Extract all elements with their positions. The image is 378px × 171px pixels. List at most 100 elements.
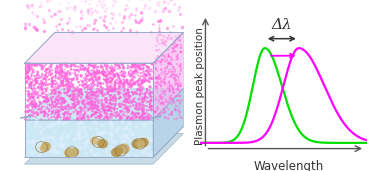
Point [127, 95, 133, 98]
Point [127, 98, 133, 101]
Point [94, 105, 101, 108]
Point [62, 105, 68, 108]
Point [110, 90, 116, 93]
Point [162, 115, 168, 118]
Point [59, 64, 65, 67]
Point [134, 64, 140, 67]
Point [161, 77, 167, 80]
Point [90, 78, 96, 80]
Point [142, 94, 148, 97]
Point [167, 114, 173, 116]
Point [38, 94, 44, 97]
Point [145, 115, 151, 118]
Point [44, 100, 50, 102]
Point [85, 72, 91, 74]
Point [25, 98, 31, 101]
Point [137, 84, 143, 87]
Point [104, 102, 110, 104]
Point [139, 113, 146, 115]
Point [55, 95, 61, 98]
Point [23, 77, 29, 79]
Point [58, 70, 64, 73]
Point [138, 99, 144, 102]
Point [43, 106, 50, 108]
Point [163, 40, 169, 42]
Point [100, 68, 106, 71]
Point [153, 49, 159, 51]
Point [146, 77, 152, 80]
Point [59, 80, 65, 83]
Point [29, 93, 35, 96]
Point [124, 95, 130, 98]
Point [78, 68, 84, 71]
Point [86, 118, 92, 121]
Point [54, 104, 60, 107]
Point [167, 85, 173, 88]
Circle shape [98, 140, 107, 148]
Point [129, 86, 135, 89]
Point [122, 75, 128, 78]
Point [125, 72, 132, 74]
Point [117, 81, 123, 83]
Point [133, 105, 139, 108]
Point [147, 99, 153, 101]
Point [154, 76, 160, 79]
Point [104, 113, 110, 116]
Point [139, 116, 145, 118]
Point [42, 95, 48, 98]
Point [162, 35, 168, 38]
Point [92, 111, 98, 114]
Point [31, 101, 37, 103]
Point [96, 76, 102, 79]
Point [54, 116, 60, 119]
Point [48, 74, 54, 77]
Point [56, 91, 62, 94]
Point [43, 88, 49, 91]
Point [109, 89, 115, 92]
Point [49, 72, 55, 75]
Point [133, 73, 139, 76]
Point [42, 83, 48, 86]
Point [117, 96, 123, 99]
Point [102, 98, 108, 101]
Point [73, 89, 79, 92]
Point [56, 113, 62, 116]
Point [92, 93, 98, 96]
Point [108, 64, 115, 67]
Point [25, 70, 31, 72]
Point [33, 90, 39, 93]
Point [24, 70, 30, 73]
Point [31, 113, 37, 115]
Point [102, 79, 108, 82]
Point [122, 72, 128, 74]
Point [34, 64, 40, 67]
Point [100, 69, 106, 72]
Point [99, 90, 105, 93]
Point [36, 97, 42, 100]
Point [56, 86, 62, 88]
Point [70, 105, 76, 108]
Point [54, 103, 60, 106]
Point [125, 108, 131, 110]
Point [146, 80, 152, 82]
Point [71, 92, 77, 95]
Point [174, 55, 180, 58]
Point [62, 112, 68, 114]
Point [149, 108, 155, 111]
Point [28, 95, 34, 98]
Point [33, 77, 39, 80]
Point [130, 80, 136, 82]
Point [95, 106, 101, 109]
Point [122, 92, 129, 95]
Point [45, 87, 51, 90]
Point [102, 115, 108, 118]
Point [65, 88, 71, 91]
Point [172, 68, 178, 71]
Point [89, 114, 95, 116]
Point [57, 106, 63, 109]
Point [79, 117, 85, 119]
Point [46, 117, 52, 120]
Point [93, 101, 99, 104]
Point [86, 64, 92, 67]
Point [58, 116, 64, 119]
